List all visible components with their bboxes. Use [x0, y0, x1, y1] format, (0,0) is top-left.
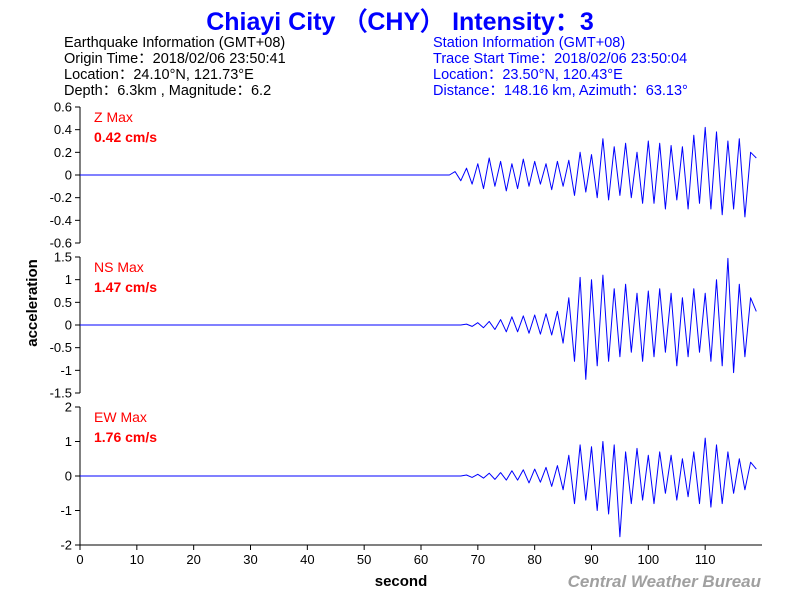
max-label: NS Max [94, 259, 144, 275]
y-tick-label: 2 [65, 400, 72, 415]
y-tick-label: 0.5 [54, 295, 72, 310]
max-label: EW Max [94, 409, 147, 425]
credit-label: Central Weather Bureau [568, 572, 762, 591]
max-label: Z Max [94, 109, 133, 125]
panel-1: 0.6 0.4 0.2 0 -0.2 -0.4 -0.6 Z Max 0.42 cm/s [50, 100, 757, 251]
y-tick-label: -0.4 [50, 213, 72, 228]
y-tick-label: 0 [65, 469, 72, 484]
y-tick-label: 0 [65, 318, 72, 333]
trace-line [80, 257, 757, 380]
y-tick-label: -1 [60, 363, 72, 378]
x-tick-label: 30 [243, 552, 257, 567]
y-tick-label: -0.5 [50, 340, 72, 355]
epicenter-location: Location：24.10°N, 121.73°E [64, 67, 254, 83]
earthquake-info: Earthquake Information (GMT+08) Origin T… [64, 35, 286, 99]
origin-time: Origin Time：2018/02/06 23:50:41 [64, 51, 286, 67]
x-tick-label: 80 [527, 552, 541, 567]
station-info: Station Information (GMT+08) Trace Start… [433, 35, 688, 99]
max-value-label: 1.47 cm/s [94, 279, 157, 295]
y-tick-label: -1.5 [50, 386, 72, 401]
station-location: Location：23.50°N, 120.43°E [433, 67, 623, 83]
trace-start-time: Trace Start Time：2018/02/06 23:50:04 [433, 51, 688, 67]
trace-line [80, 126, 757, 218]
y-tick-label: 0.2 [54, 145, 72, 160]
x-tick-label: 110 [695, 552, 716, 567]
distance-azimuth: Distance：148.16 km, Azimuth：63.13° [433, 83, 688, 99]
max-value-label: 0.42 cm/s [94, 129, 157, 145]
y-tick-label: 1 [65, 434, 72, 449]
y-axis-label: acceleration [24, 259, 41, 347]
x-tick-label: 40 [300, 552, 314, 567]
y-tick-label: 0.6 [54, 100, 72, 115]
trace-line [80, 437, 757, 538]
y-tick-label: -0.2 [50, 190, 72, 205]
y-tick-label: 1.5 [54, 250, 72, 265]
x-tick-label: 90 [584, 552, 598, 567]
chart-title: Chiayi City （CHY） Intensity：3 [206, 8, 594, 36]
panel-3: 2 1 0 -1 -2 EW Max 1.76 cm/s [60, 400, 757, 553]
y-tick-label: -1 [60, 503, 72, 518]
x-tick-label: 50 [357, 552, 371, 567]
x-axis-label: second [375, 573, 428, 590]
x-tick-label: 20 [186, 552, 200, 567]
y-tick-label: 0 [65, 168, 72, 183]
station-info-heading: Station Information (GMT+08) [433, 35, 626, 51]
max-value-label: 1.76 cm/s [94, 429, 157, 445]
depth-magnitude: Depth：6.3km , Magnitude：6.2 [64, 83, 272, 99]
x-tick-label: 10 [130, 552, 144, 567]
earthquake-info-heading: Earthquake Information (GMT+08) [64, 35, 286, 51]
x-tick-label: 100 [637, 552, 659, 567]
y-tick-label: 0.4 [54, 122, 72, 137]
x-tick-label: 70 [471, 552, 485, 567]
x-tick-label: 0 [76, 552, 83, 567]
panel-2: 1.5 1 0.5 0 -0.5 -1 -1.5 NS Max 1.47 cm/s [50, 250, 757, 401]
x-tick-label: 60 [414, 552, 428, 567]
y-tick-label: -2 [60, 538, 72, 553]
y-tick-label: 1 [65, 272, 72, 287]
y-tick-label: -0.6 [50, 236, 72, 251]
